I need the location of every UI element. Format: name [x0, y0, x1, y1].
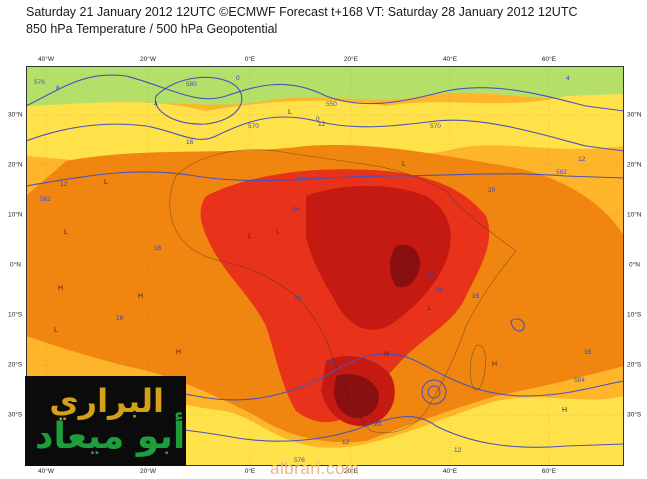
lon-label-top: 20°E [343, 56, 359, 63]
lat-label-left: 20°N [8, 161, 23, 169]
temperature-label: 12 [454, 447, 462, 454]
high-marker: H [384, 351, 389, 358]
low-marker: L [104, 179, 108, 186]
temperature-label: 12 [578, 156, 586, 163]
temperature-label: 4 [566, 75, 570, 82]
high-marker: H [492, 361, 497, 368]
lat-label-left: 30°S [8, 411, 23, 419]
geopotential-label: 580 [186, 81, 197, 88]
geopotential-label: 550 [326, 101, 337, 108]
lat-label-right: 20°N [627, 161, 642, 169]
lon-label-top: 0°E [244, 56, 256, 63]
high-marker: H [562, 407, 567, 414]
lat-label-right: 10°N [627, 211, 642, 219]
lon-label-bottom: 0°E [244, 468, 256, 475]
low-marker: L [54, 327, 58, 334]
temperature-label: 8 [56, 85, 60, 92]
temperature-label: 24 [326, 359, 334, 366]
logo-line-1: البراري [49, 382, 164, 420]
low-marker: L [402, 161, 406, 168]
lon-label-bottom: 20°W [140, 468, 156, 475]
low-marker: L [248, 233, 252, 240]
lat-label-right: 0°N [629, 261, 640, 269]
veryhot-area [306, 185, 451, 330]
temperature-label: 12 [342, 439, 350, 446]
temperature-label: 12 [318, 121, 326, 128]
temperature-label: 16 [154, 245, 162, 252]
logo-line-2: أبو ميعاد [35, 416, 186, 457]
cool-band [26, 94, 624, 161]
madagascar-coastline [469, 344, 486, 391]
geopotential-label: 570 [248, 123, 259, 130]
temperature-label: 28 [426, 273, 434, 280]
lat-label-left: 10°S [8, 311, 23, 319]
temperature-label: 16 [186, 139, 194, 146]
lat-label-left: 30°N [8, 111, 23, 119]
low-marker: L [64, 229, 68, 236]
lon-label-top: 60°E [541, 56, 557, 63]
low-marker: L [276, 229, 280, 236]
watermark-logo: البراري أبو ميعاد [25, 376, 186, 466]
temperature-label: 20 [488, 187, 496, 194]
lat-label-left: 10°N [8, 211, 23, 219]
lon-label-bottom: 60°E [541, 468, 557, 475]
temperature-label: 16 [116, 315, 124, 322]
temperature-label: 20 [436, 287, 444, 294]
temperature-label: 0 [316, 116, 320, 123]
lon-label-top: 40°E [442, 56, 458, 63]
geopotential-label: 576 [34, 79, 45, 86]
temperature-label: 16 [584, 349, 592, 356]
low-marker: L [428, 305, 432, 312]
geopotential-label: 576 [294, 457, 305, 464]
lat-label-left: 0°N [10, 261, 21, 269]
forecast-title: Saturday 21 January 2012 12UTC ©ECMWF Fo… [26, 5, 578, 19]
geopotential-label: 580 [296, 176, 307, 183]
high-marker: H [176, 349, 181, 356]
extreme-area-east [390, 244, 421, 288]
lon-label-bottom: 40°W [38, 468, 54, 475]
africa-coastline [169, 149, 517, 434]
geopotential-contours [26, 74, 624, 448]
lon-label-bottom: 20°E [343, 468, 359, 475]
lat-label-right: 30°S [627, 411, 642, 419]
lon-label-top: 20°W [140, 56, 156, 63]
forecast-subtitle: 850 hPa Temperature / 500 hPa Geopotenti… [26, 22, 278, 36]
map-frame [26, 66, 624, 466]
geopotential-label: 582 [556, 169, 567, 176]
cold-band [26, 66, 624, 111]
geopotential-label: 584 [574, 377, 585, 384]
temperature-label: 12 [60, 181, 68, 188]
high-marker: H [138, 293, 143, 300]
temperature-label: 4 [154, 101, 158, 108]
temperature-label: 16 [472, 293, 480, 300]
lon-label-top: 40°W [38, 56, 54, 63]
high-marker: H [58, 285, 63, 292]
extreme-area [334, 374, 379, 418]
lon-label-bottom: 40°E [442, 468, 458, 475]
lat-label-left: 20°S [8, 361, 23, 369]
temperature-label: 20 [374, 421, 382, 428]
low-marker: L [288, 109, 292, 116]
temperature-label: 0 [236, 75, 240, 82]
lat-label-right: 20°S [627, 361, 642, 369]
geopotential-label: 582 [40, 196, 51, 203]
lat-label-right: 10°S [627, 311, 642, 319]
lat-label-right: 30°N [627, 111, 642, 119]
temperature-label: 20 [294, 295, 302, 302]
geopotential-label: 570 [430, 123, 441, 130]
temperature-label: 24 [292, 206, 300, 213]
watermark-site: albrari.com [270, 459, 360, 478]
